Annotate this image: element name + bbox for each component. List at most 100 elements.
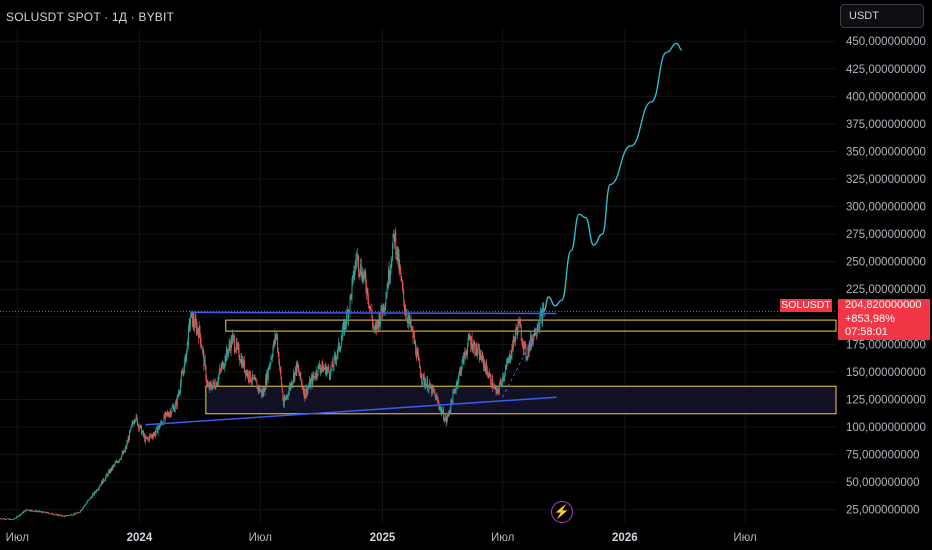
candle-body — [166, 412, 168, 414]
candle-body — [87, 499, 89, 501]
candle-body — [433, 390, 435, 391]
candle-body — [350, 294, 352, 297]
price-axis: 25,000000000 50,000000000 75,000000000 100,… — [846, 36, 926, 516]
dashed-trend-line — [502, 311, 547, 398]
candle-body — [218, 375, 219, 382]
candle-body — [121, 452, 123, 456]
candle-body — [374, 327, 376, 329]
candle-body — [111, 466, 113, 469]
candle-body — [465, 352, 466, 355]
candle-body — [81, 508, 83, 510]
candle-body — [360, 264, 362, 276]
candle-body — [113, 465, 114, 466]
candle-body — [388, 269, 389, 288]
candle-body — [393, 233, 395, 235]
candle-body — [439, 408, 441, 410]
candle-body — [248, 378, 250, 381]
candle-body — [436, 396, 438, 398]
candle-body — [212, 381, 214, 386]
candle-body — [343, 323, 345, 334]
candle-body — [338, 342, 340, 347]
candle-body — [296, 361, 298, 373]
candle-body — [158, 425, 160, 428]
candle-body — [241, 357, 243, 367]
candle-body — [540, 312, 541, 316]
candle-body — [113, 465, 115, 466]
candle-body — [278, 352, 280, 364]
lightning-icon[interactable]: ⚡ — [551, 501, 573, 523]
candle-body — [267, 370, 269, 379]
candle-body — [40, 511, 42, 513]
candle-body — [182, 373, 184, 374]
candle-body — [497, 389, 499, 392]
candle-body — [468, 336, 470, 337]
candle-body — [465, 352, 467, 355]
currency-button[interactable]: USDT — [840, 4, 924, 28]
y-tick-label: 375,000000000 — [846, 119, 926, 131]
candle-body — [519, 320, 521, 324]
y-tick-label: 300,000000000 — [846, 202, 926, 214]
candle-body — [96, 490, 98, 491]
candle-body — [4, 518, 6, 520]
candle-body — [185, 355, 187, 361]
candle-body — [502, 376, 504, 380]
candle-body — [342, 327, 344, 336]
y-tick-label: 75,000000000 — [846, 450, 920, 462]
candle-body — [101, 481, 103, 486]
candle-body — [272, 348, 274, 357]
candle-body — [86, 502, 88, 504]
candle-body — [250, 380, 252, 382]
candle-body — [288, 390, 290, 396]
candle-body — [172, 406, 174, 408]
candle-body — [246, 371, 248, 376]
candle-body — [348, 310, 350, 312]
candle-body — [503, 376, 505, 380]
candle-body — [458, 372, 460, 380]
price-change-value: +853,98% — [845, 312, 895, 325]
candle-body — [61, 514, 63, 517]
candle-body — [212, 385, 213, 390]
candle-body — [150, 435, 152, 437]
candle-body — [526, 356, 528, 359]
candle-body — [127, 438, 129, 443]
candle-body — [14, 518, 16, 520]
candle-body — [470, 339, 472, 347]
candle-body — [527, 347, 529, 357]
candle-body — [93, 493, 95, 495]
x-tick-label: 2026 — [612, 532, 638, 544]
candle-body — [418, 357, 420, 361]
candle-body — [196, 322, 197, 333]
candle-body — [245, 371, 247, 376]
candle-body — [412, 328, 414, 338]
candle-body — [415, 353, 417, 359]
candle-body — [68, 515, 70, 516]
candle-body — [301, 382, 303, 388]
candle-body — [89, 499, 91, 500]
candle-body — [168, 413, 170, 417]
candle-body — [65, 515, 67, 517]
candle-body — [99, 486, 101, 488]
candle-body — [8, 518, 10, 520]
candle-body — [292, 380, 294, 384]
candle-body — [26, 509, 28, 511]
y-tick-label: 350,000000000 — [846, 146, 926, 158]
candle-body — [42, 512, 43, 514]
candle-body — [407, 318, 409, 323]
candle-body — [492, 387, 494, 389]
candle-body — [403, 300, 405, 311]
candle-body — [58, 515, 60, 517]
candle-body — [138, 427, 140, 429]
candle-body — [279, 363, 281, 367]
candle-body — [133, 421, 135, 424]
candle-body — [206, 381, 208, 383]
candle-body — [466, 353, 468, 355]
candle-body — [199, 326, 201, 334]
candle-body — [261, 391, 263, 395]
candle-body — [247, 372, 249, 379]
candle-body — [44, 511, 46, 513]
candle-body — [30, 509, 32, 512]
candle-body — [118, 461, 120, 462]
candle-body — [176, 395, 178, 406]
candle-body — [443, 409, 445, 420]
